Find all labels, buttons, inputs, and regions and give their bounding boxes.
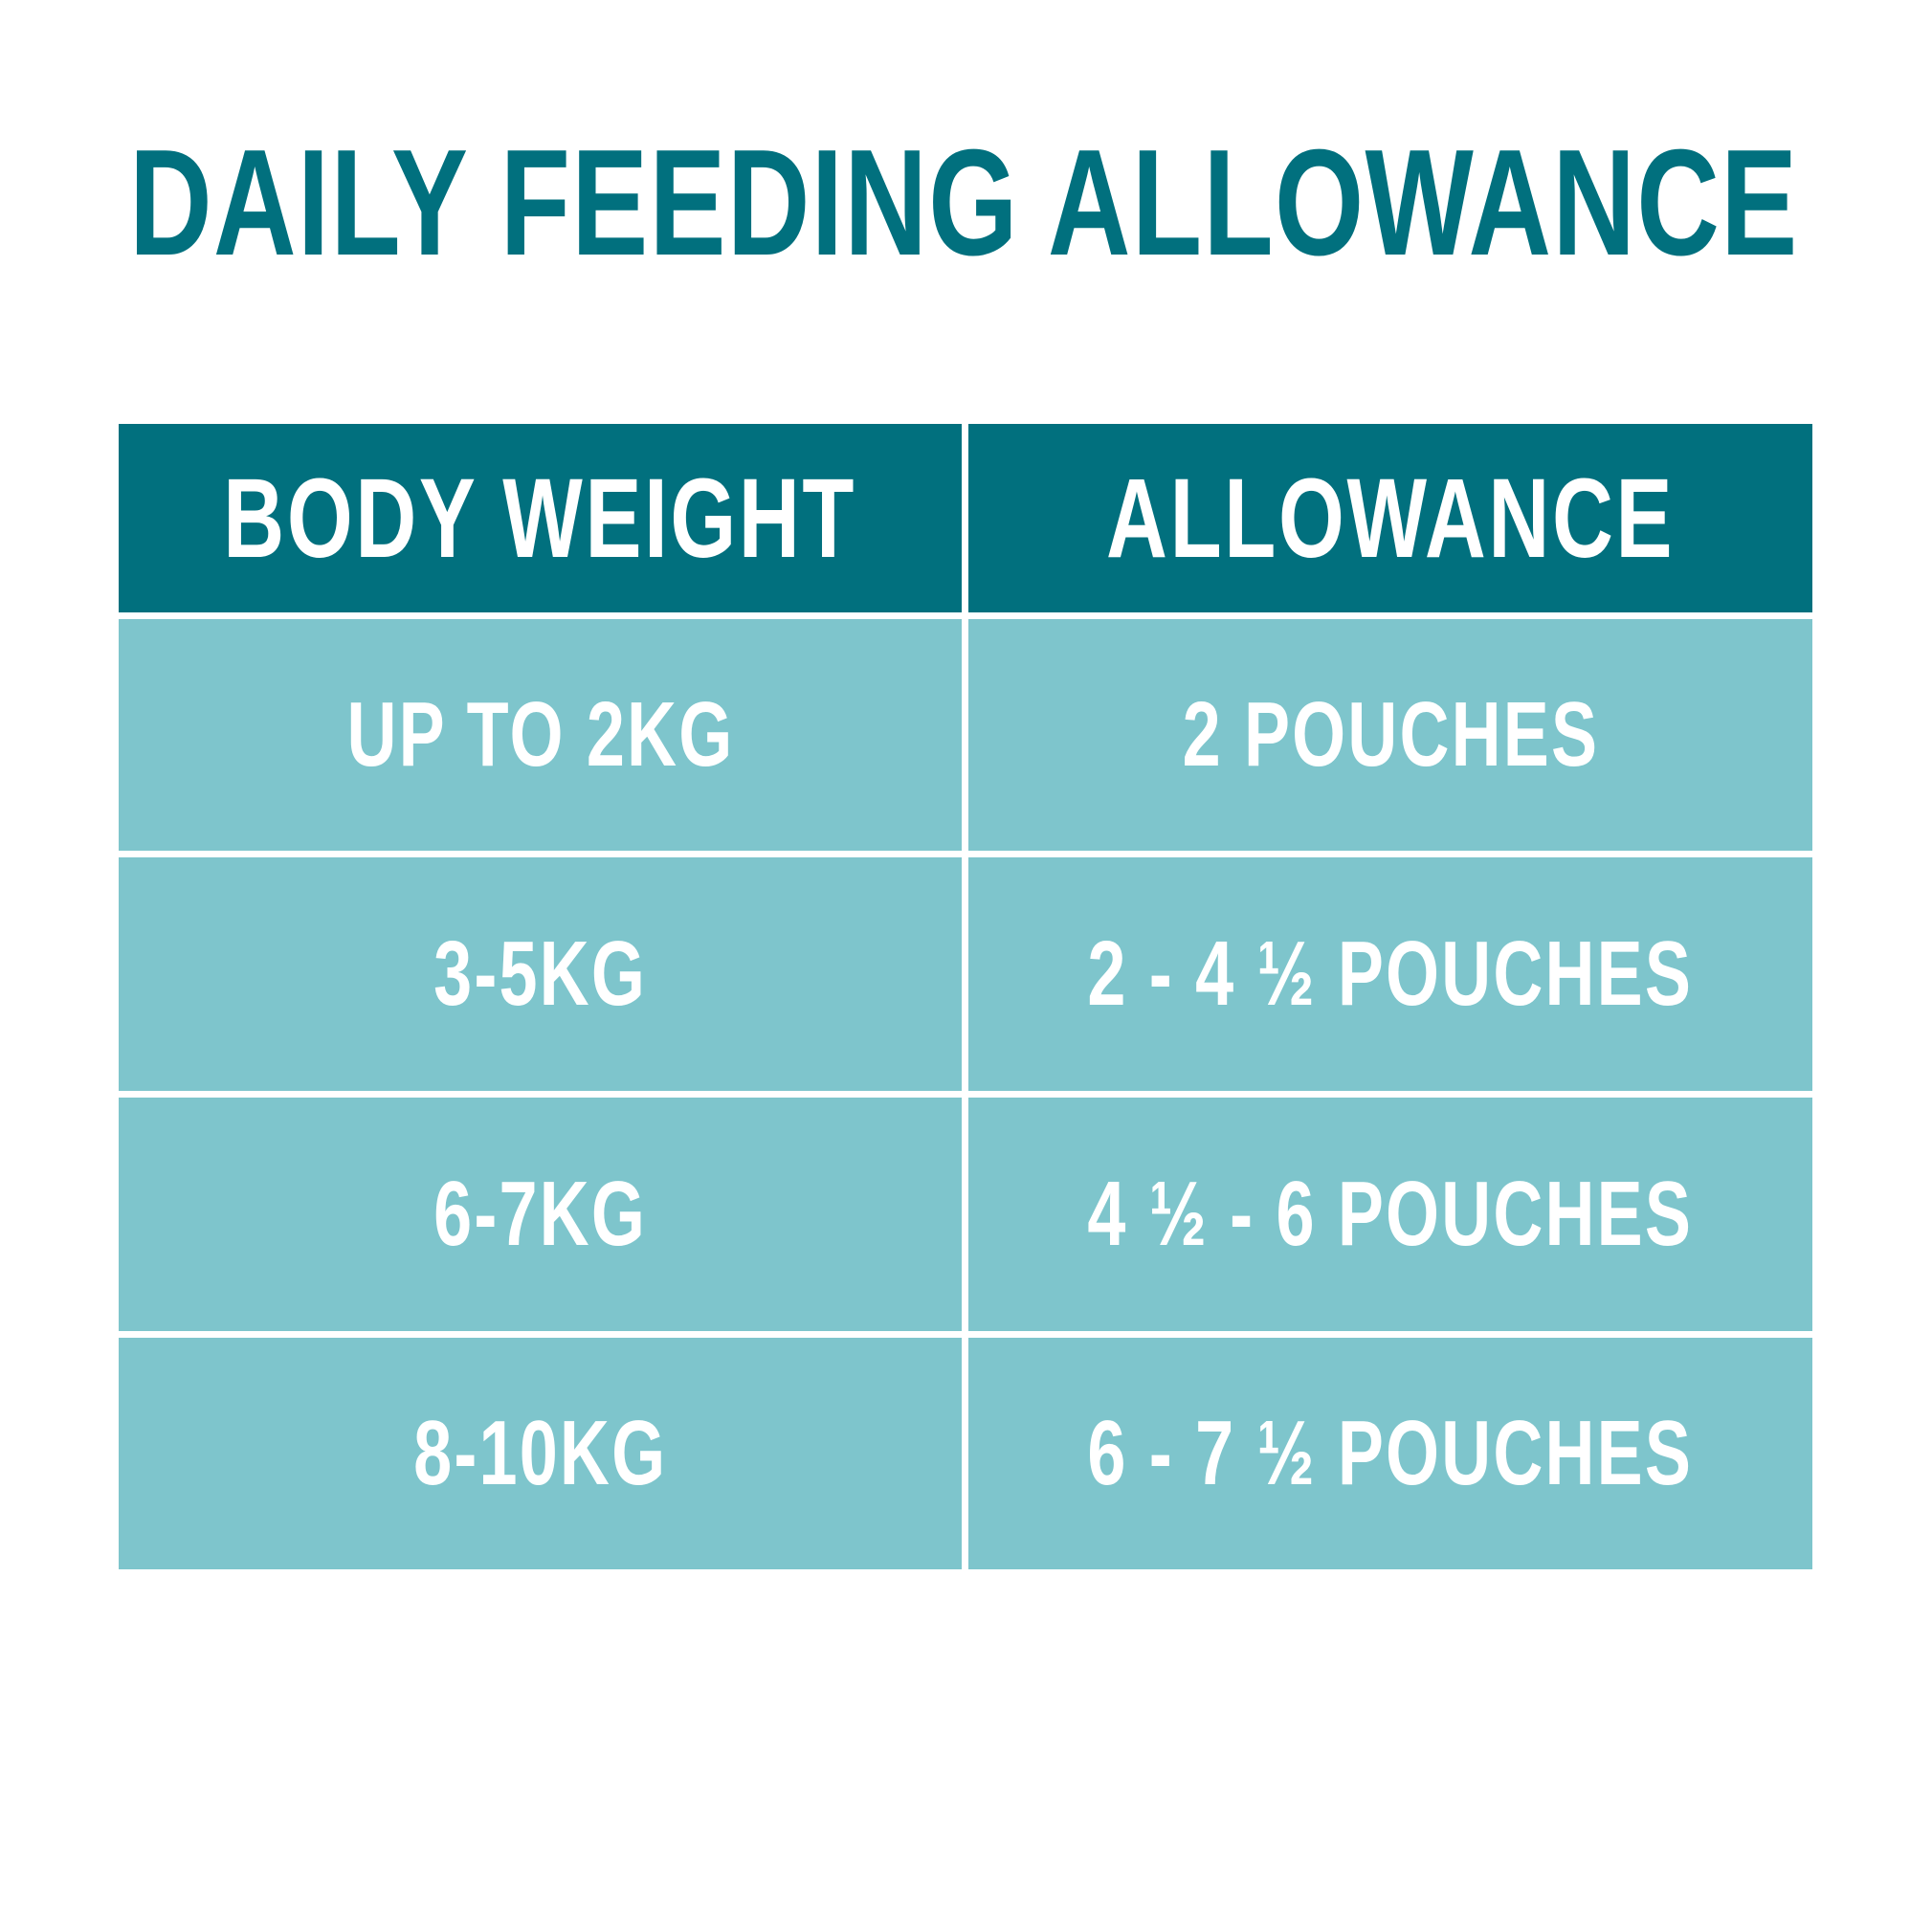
row-2-allowance-cell: 2 - 4 ½ POUCHES bbox=[968, 857, 1812, 1091]
header-allowance-label: ALLOWANCE bbox=[1105, 455, 1676, 582]
row-4-body-weight-value: 8-10KG bbox=[412, 1402, 668, 1504]
row-3-allowance-cell: 4 ½ - 6 POUCHES bbox=[968, 1098, 1812, 1331]
header-cell-allowance: ALLOWANCE bbox=[968, 424, 1812, 612]
row-4-body-weight-cell: 8-10KG bbox=[119, 1338, 962, 1569]
row-1-allowance-cell: 2 POUCHES bbox=[968, 619, 1812, 851]
row-3-body-weight-value: 6-7KG bbox=[433, 1163, 647, 1265]
row-4-allowance-value: 6 - 7 ½ POUCHES bbox=[1087, 1402, 1694, 1504]
row-1-allowance-value: 2 POUCHES bbox=[1182, 683, 1599, 786]
row-2-body-weight-cell: 3-5KG bbox=[119, 857, 962, 1091]
row-3-body-weight-cell: 6-7KG bbox=[119, 1098, 962, 1331]
row-2-body-weight-value: 3-5KG bbox=[433, 922, 647, 1025]
header-cell-body-weight: BODY WEIGHT bbox=[119, 424, 962, 612]
page-title: DAILY FEEDING ALLOWANCE bbox=[129, 119, 1932, 287]
feeding-table: BODY WEIGHT ALLOWANCE UP TO 2KG 2 POUCHE… bbox=[119, 424, 1812, 1569]
row-1-body-weight-cell: UP TO 2KG bbox=[119, 619, 962, 851]
row-2-allowance-value: 2 - 4 ½ POUCHES bbox=[1087, 922, 1694, 1025]
page-title-text: DAILY FEEDING ALLOWANCE bbox=[129, 119, 1799, 287]
row-4-allowance-cell: 6 - 7 ½ POUCHES bbox=[968, 1338, 1812, 1569]
row-3-allowance-value: 4 ½ - 6 POUCHES bbox=[1087, 1163, 1694, 1265]
header-body-weight-label: BODY WEIGHT bbox=[223, 455, 857, 582]
row-1-body-weight-value: UP TO 2KG bbox=[346, 683, 734, 786]
